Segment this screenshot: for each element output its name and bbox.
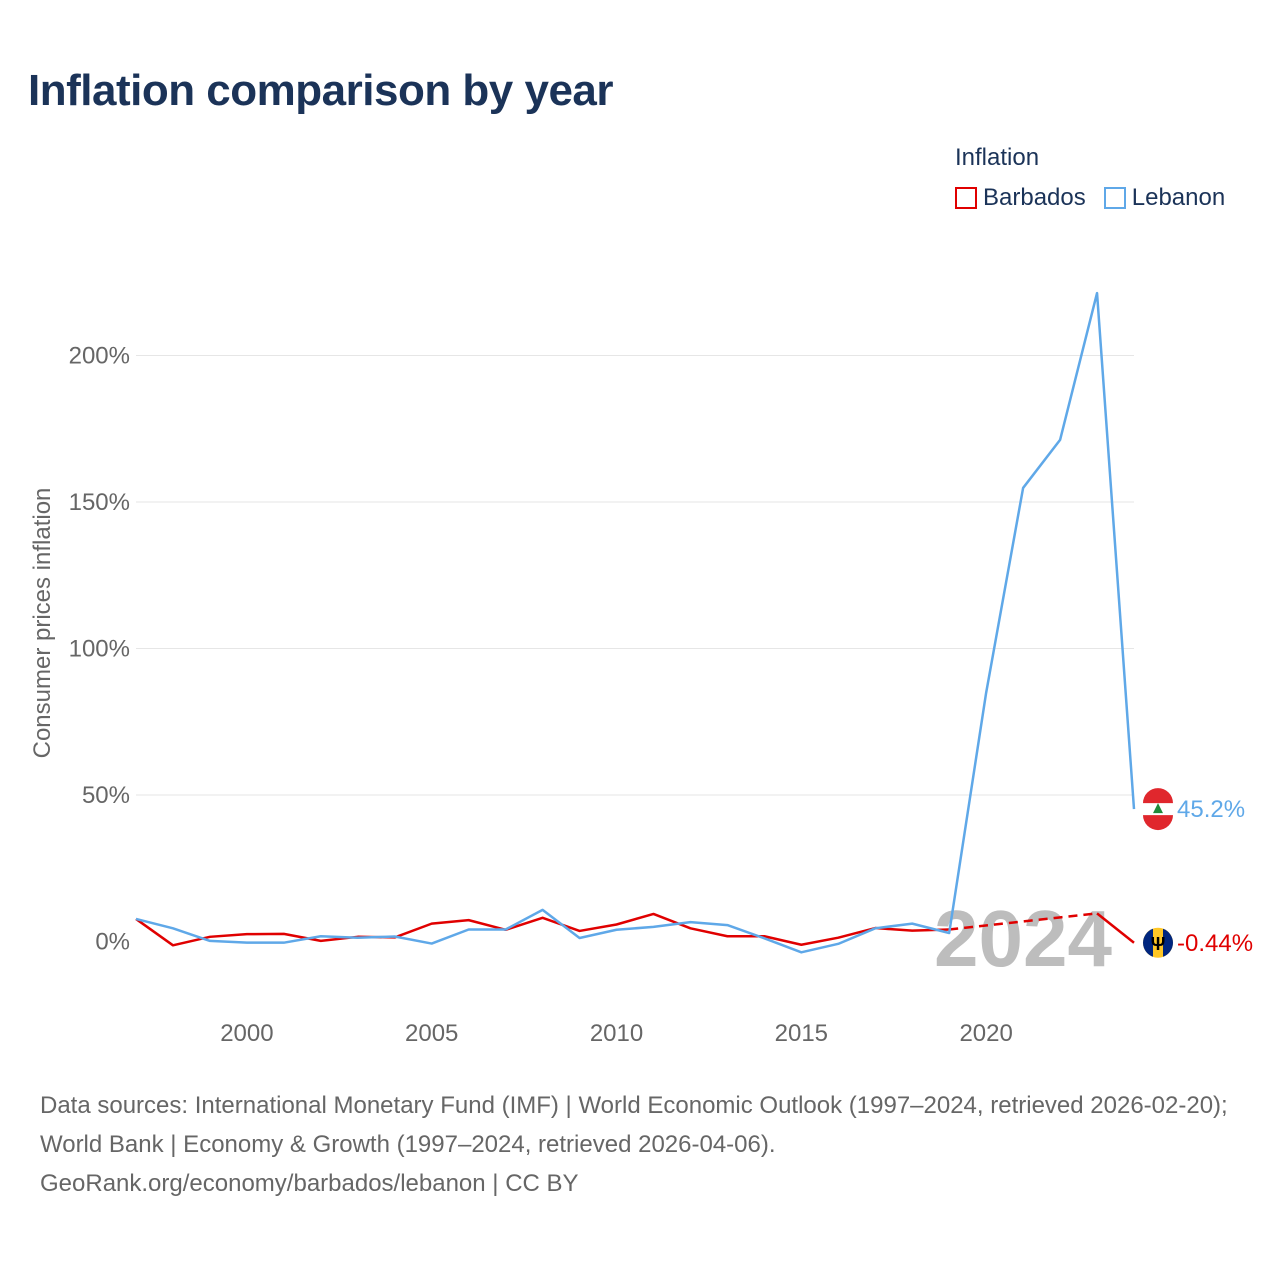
data-point-lebanon[interactable] (1094, 290, 1100, 296)
x-tick-label: 2005 (405, 1020, 458, 1047)
end-label-lebanon: 45.2% (1177, 796, 1245, 823)
data-sources-text: Data sources: International Monetary Fun… (40, 1092, 1228, 1158)
y-tick-label: 100% (69, 636, 130, 663)
barbados-flag-blue-right (1163, 928, 1173, 957)
inflation-line-chart: 0% 50% 100% 150% 200% 2000 2005 2010 2015 2020 C… (29, 290, 1253, 1047)
data-point-lebanon[interactable] (207, 938, 213, 944)
data-point-lebanon[interactable] (614, 927, 620, 933)
trident-icon: Ψ (1151, 934, 1166, 954)
data-point-barbados[interactable] (1094, 910, 1100, 916)
data-point-lebanon[interactable] (392, 934, 398, 940)
series-line-barbados (135, 912, 950, 947)
data-point-barbados[interactable] (170, 942, 176, 948)
y-tick-label: 50% (82, 782, 130, 809)
cedar-icon (1153, 803, 1163, 814)
lebanon-flag-red-bottom (1143, 815, 1173, 831)
data-point-lebanon[interactable] (281, 940, 287, 946)
data-point-lebanon[interactable] (170, 925, 176, 931)
data-point-lebanon[interactable] (1020, 485, 1026, 491)
x-tick-label: 2000 (220, 1020, 273, 1047)
data-point-lebanon[interactable] (835, 941, 841, 947)
barbados-flag-icon: Ψ (1143, 927, 1173, 958)
data-point-lebanon[interactable] (318, 933, 324, 939)
data-point-lebanon[interactable] (355, 935, 361, 941)
data-point-barbados[interactable] (244, 931, 250, 937)
data-point-barbados[interactable] (835, 935, 841, 941)
legend-label-barbados: Barbados (983, 184, 1086, 211)
data-point-barbados[interactable] (909, 928, 915, 934)
data-point-barbados[interactable] (650, 911, 656, 917)
legend-swatch-lebanon (1103, 187, 1126, 209)
data-point-barbados[interactable] (1131, 940, 1137, 946)
end-label-barbados: -0.44% (1177, 930, 1253, 957)
data-point-lebanon[interactable] (650, 924, 656, 930)
y-axis-label: Consumer prices inflation (29, 488, 56, 759)
data-point-lebanon[interactable] (133, 916, 139, 922)
series-line-lebanon (135, 291, 1136, 954)
data-point-barbados[interactable] (540, 915, 546, 921)
data-point-lebanon[interactable] (946, 930, 952, 936)
year-watermark: 2024 (934, 894, 1112, 983)
y-tick-label: 150% (69, 489, 130, 516)
data-point-barbados[interactable] (466, 917, 472, 923)
data-point-lebanon[interactable] (909, 921, 915, 927)
legend: Inflation Barbados Lebanon (955, 144, 1225, 212)
data-point-barbados[interactable] (798, 942, 804, 948)
data-point-lebanon[interactable] (872, 925, 878, 931)
data-point-lebanon[interactable] (983, 690, 989, 696)
data-point-barbados[interactable] (577, 928, 583, 934)
data-point-lebanon[interactable] (1131, 806, 1137, 812)
y-tick-label: 0% (95, 929, 130, 956)
data-point-barbados[interactable] (281, 931, 287, 937)
series-gap-barbados (949, 912, 1098, 931)
lebanon-flag-icon (1143, 788, 1173, 831)
data-point-barbados[interactable] (687, 925, 693, 931)
attribution-text: GeoRank.org/economy/barbados/lebanon | C… (40, 1170, 579, 1197)
data-point-lebanon[interactable] (466, 926, 472, 932)
data-point-lebanon[interactable] (577, 935, 583, 941)
lebanon-flag-red-top (1143, 788, 1173, 804)
legend-item-barbados[interactable]: Barbados (955, 184, 1086, 212)
footer: Data sources: International Monetary Fun… (40, 1086, 1250, 1203)
barbados-flag-blue-left (1143, 928, 1153, 957)
x-tick-label: 2015 (775, 1020, 828, 1047)
x-tick-label: 2010 (590, 1020, 643, 1047)
legend-swatch-barbados (955, 187, 977, 209)
y-tick-label: 200% (69, 343, 130, 370)
data-point-lebanon[interactable] (687, 919, 693, 925)
data-point-barbados[interactable] (614, 922, 620, 928)
legend-label-lebanon: Lebanon (1131, 184, 1226, 211)
data-point-lebanon[interactable] (761, 935, 767, 941)
data-point-lebanon[interactable] (503, 926, 509, 932)
data-point-lebanon[interactable] (798, 949, 804, 955)
data-point-lebanon[interactable] (724, 922, 730, 928)
legend-title: Inflation (955, 144, 1040, 171)
data-point-barbados[interactable] (724, 933, 730, 939)
data-point-lebanon[interactable] (1057, 437, 1063, 443)
legend-item-lebanon[interactable]: Lebanon (1103, 184, 1226, 212)
series-line-barbados (1096, 912, 1135, 944)
data-point-barbados[interactable] (429, 921, 435, 927)
chart-title: Inflation comparison by year (28, 66, 614, 115)
data-point-lebanon[interactable] (540, 907, 546, 913)
data-point-lebanon[interactable] (429, 941, 435, 947)
data-point-lebanon[interactable] (244, 940, 250, 946)
x-tick-label: 2020 (959, 1020, 1012, 1047)
